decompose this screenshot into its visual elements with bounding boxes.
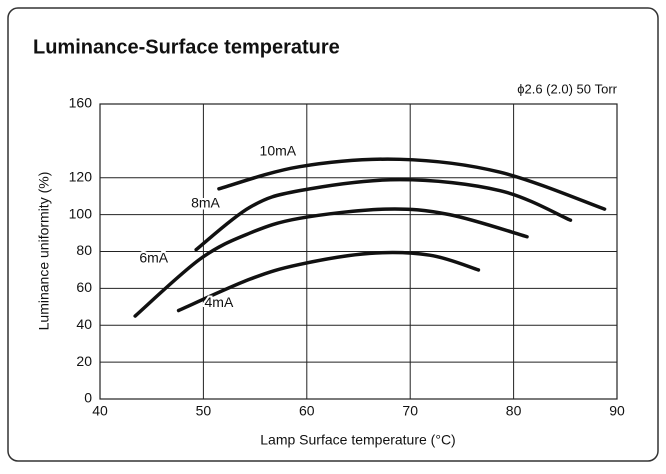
frame xyxy=(7,7,659,462)
line-series xyxy=(133,207,529,318)
x-tick-label: 60 xyxy=(299,403,315,419)
y-tick-label: 100 xyxy=(69,205,93,221)
series-label: 10mA xyxy=(260,143,297,159)
line-series xyxy=(176,250,481,313)
x-axis-label: Lamp Surface temperature (°C) xyxy=(260,432,455,448)
x-tick-label: 80 xyxy=(506,403,522,419)
series-label: 6mA xyxy=(139,250,168,266)
line-series xyxy=(194,177,573,252)
x-tick-label: 50 xyxy=(196,403,212,419)
series-label: 4mA xyxy=(205,294,234,310)
y-tick-label: 160 xyxy=(69,95,93,111)
x-tick-label: 90 xyxy=(609,403,625,419)
annotation: ϕ2.6 (2.0) 50 Torr xyxy=(517,81,617,96)
y-tick-label: 20 xyxy=(76,353,92,369)
y-tick-label: 60 xyxy=(76,279,92,295)
y-tick-label: 0 xyxy=(84,390,92,406)
y-tick-label: 120 xyxy=(69,168,93,184)
chart-title: Luminance-Surface temperature xyxy=(33,36,340,58)
plot-border xyxy=(99,103,618,400)
x-tick-label: 40 xyxy=(92,403,108,419)
x-tick-label: 70 xyxy=(402,403,418,419)
line-series xyxy=(217,157,607,211)
series-label: 8mA xyxy=(191,194,220,210)
y-tick-label: 80 xyxy=(76,242,92,258)
y-axis-label: Luminance uniformity (%) xyxy=(36,172,52,331)
y-tick-label: 40 xyxy=(76,316,92,332)
